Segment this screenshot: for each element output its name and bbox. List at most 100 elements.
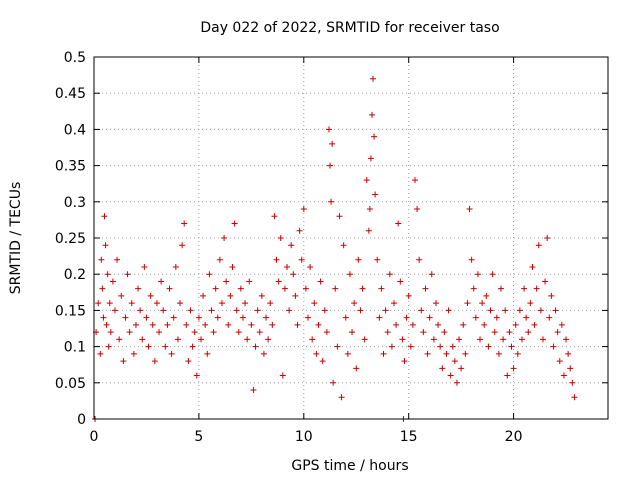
data-point <box>504 372 511 379</box>
data-point <box>206 271 213 278</box>
data-point <box>386 271 393 278</box>
data-point <box>483 292 490 299</box>
data-point <box>510 365 517 372</box>
data-point <box>474 271 481 278</box>
data-point <box>104 271 111 278</box>
data-point <box>405 292 412 299</box>
data-point <box>485 343 492 350</box>
data-point <box>340 242 347 249</box>
data-point <box>103 321 110 328</box>
data-point <box>221 235 228 241</box>
data-point <box>451 358 458 365</box>
data-point <box>411 177 418 184</box>
data-point <box>212 285 219 292</box>
data-point <box>462 350 469 357</box>
data-point <box>355 256 362 263</box>
data-point <box>380 350 387 357</box>
data-point <box>128 300 135 307</box>
data-point <box>351 300 358 307</box>
data-points <box>92 75 578 422</box>
data-point <box>187 307 194 314</box>
data-point <box>495 350 502 357</box>
data-point <box>208 307 215 314</box>
data-point <box>95 300 102 307</box>
axis-ticks: 0 0.05 0.1 0.15 0.2 0.25 0.3 0.35 0.4 0.45 0.5 0 5 10… <box>55 50 608 445</box>
data-point <box>101 213 108 220</box>
y-tick-label: 0 <box>77 412 86 428</box>
data-point <box>359 285 366 292</box>
data-point <box>546 314 553 321</box>
data-point <box>391 300 398 307</box>
x-tick-label: 0 <box>90 429 99 445</box>
data-point <box>539 336 546 343</box>
data-point <box>181 220 188 227</box>
data-point <box>183 321 190 328</box>
data-point <box>244 336 251 343</box>
data-point <box>500 336 507 343</box>
data-point <box>200 292 207 299</box>
data-point <box>298 256 305 263</box>
data-point <box>327 162 334 169</box>
data-point <box>531 321 538 328</box>
data-point <box>172 263 179 270</box>
data-point <box>271 213 278 220</box>
data-point <box>477 336 484 343</box>
data-point <box>118 292 125 299</box>
data-point <box>239 314 246 321</box>
data-point <box>328 198 335 205</box>
plot-frame <box>93 56 609 420</box>
data-point <box>106 300 113 307</box>
data-point <box>468 256 475 263</box>
y-tick-label: 0.15 <box>55 303 86 319</box>
data-point <box>265 336 272 343</box>
data-point <box>120 358 127 365</box>
data-point <box>409 321 416 328</box>
data-point <box>116 336 123 343</box>
data-point <box>302 285 309 292</box>
y-tick-label: 0.25 <box>55 231 86 247</box>
data-point <box>548 292 555 299</box>
data-point <box>493 314 500 321</box>
data-point <box>420 329 427 336</box>
data-point <box>481 321 488 328</box>
data-point <box>252 343 259 350</box>
data-point <box>567 365 574 372</box>
data-point <box>378 285 385 292</box>
data-point <box>162 343 169 350</box>
data-point <box>342 314 349 321</box>
data-point <box>132 321 139 328</box>
data-point <box>418 307 425 314</box>
data-point <box>353 365 360 372</box>
data-point <box>100 314 107 321</box>
data-point <box>231 220 238 227</box>
data-point <box>235 329 242 336</box>
data-point <box>124 271 131 278</box>
data-point <box>537 307 544 314</box>
data-point <box>330 379 337 386</box>
data-point <box>491 329 498 336</box>
data-point <box>426 314 433 321</box>
data-point <box>489 271 496 278</box>
data-point <box>246 278 253 285</box>
data-point <box>502 307 509 314</box>
data-point <box>447 372 454 379</box>
data-point <box>334 343 341 350</box>
data-point <box>368 111 375 118</box>
data-point <box>286 307 293 314</box>
data-point <box>126 329 133 336</box>
data-point <box>332 285 339 292</box>
data-point <box>563 336 570 343</box>
data-point <box>225 321 232 328</box>
data-point <box>556 358 563 365</box>
chart-title: Day 022 of 2022, SRMTID for receiver tas… <box>200 20 499 36</box>
data-point <box>273 256 280 263</box>
data-point <box>560 372 567 379</box>
data-point <box>533 285 540 292</box>
data-point <box>382 307 389 314</box>
data-point <box>204 350 211 357</box>
data-point <box>384 329 391 336</box>
data-point <box>135 285 142 292</box>
data-point <box>569 379 576 386</box>
data-point <box>216 256 223 263</box>
data-point <box>376 314 383 321</box>
